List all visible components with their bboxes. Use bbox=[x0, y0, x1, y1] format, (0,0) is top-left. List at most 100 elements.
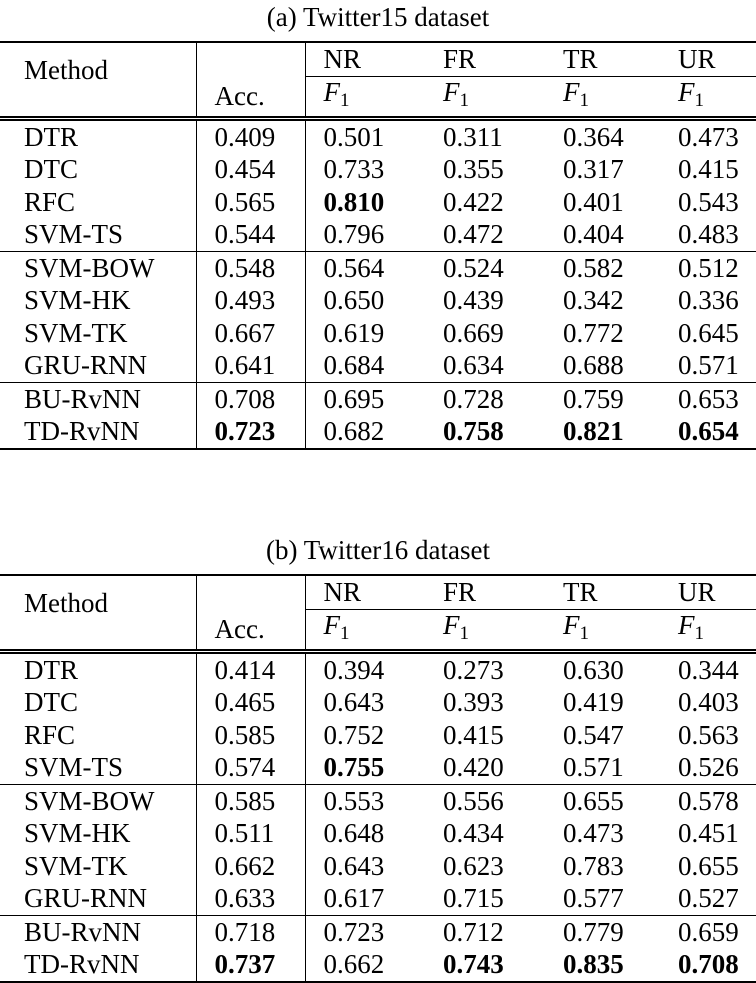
f1-cell-tr: 0.577 bbox=[545, 882, 660, 916]
value: 0.403 bbox=[678, 687, 739, 718]
subheader-row: Acc. F1 F1 F1 F1 bbox=[0, 76, 756, 121]
f1-cell-nr: 0.619 bbox=[305, 317, 425, 350]
value: 0.582 bbox=[563, 252, 624, 283]
value: 0.577 bbox=[563, 883, 624, 914]
accuracy-cell: 0.723 bbox=[196, 415, 306, 450]
f1-cell-tr: 0.547 bbox=[545, 719, 660, 752]
metric-subscript: 1 bbox=[459, 622, 470, 644]
value: 0.643 bbox=[323, 850, 385, 881]
value: 0.563 bbox=[678, 719, 739, 750]
f1-cell-tr: 0.571 bbox=[545, 751, 660, 785]
value: 0.454 bbox=[214, 154, 276, 185]
value: 0.712 bbox=[443, 916, 504, 947]
value: 0.439 bbox=[443, 285, 504, 316]
value: 0.342 bbox=[563, 285, 624, 316]
value: 0.483 bbox=[678, 219, 739, 250]
f1-cell-tr: 0.835 bbox=[545, 948, 660, 983]
metric-subscript: 1 bbox=[340, 622, 350, 644]
class-header-fr: FR bbox=[425, 574, 545, 610]
value: 0.695 bbox=[323, 383, 385, 414]
f1-cell-tr: 0.783 bbox=[545, 850, 660, 883]
f1-cell-fr: 0.623 bbox=[425, 850, 545, 883]
value: 0.578 bbox=[678, 785, 739, 816]
value: 0.526 bbox=[678, 752, 739, 783]
method-cell: SVM-BOW bbox=[0, 251, 197, 284]
value: 0.527 bbox=[678, 883, 739, 914]
f1-cell-ur: 0.483 bbox=[660, 218, 756, 252]
value: 0.393 bbox=[443, 687, 504, 718]
value: 0.564 bbox=[323, 252, 385, 283]
accuracy-cell: 0.493 bbox=[196, 284, 306, 317]
class-header-nr: NR bbox=[305, 41, 425, 77]
f1-cell-nr: 0.650 bbox=[305, 284, 425, 317]
f1-cell-fr: 0.311 bbox=[425, 118, 545, 153]
f1-cell-nr: 0.501 bbox=[305, 118, 425, 153]
f1-cell-ur: 0.659 bbox=[660, 915, 756, 948]
value: 0.364 bbox=[563, 121, 624, 152]
f1-cell-nr: 0.695 bbox=[305, 382, 425, 415]
accuracy-cell: 0.565 bbox=[196, 185, 306, 218]
value: 0.662 bbox=[323, 949, 385, 980]
method-header: Method bbox=[0, 41, 197, 121]
value: 0.688 bbox=[563, 350, 624, 381]
value: 0.585 bbox=[214, 785, 276, 816]
accuracy-cell: 0.465 bbox=[196, 686, 306, 719]
value: 0.619 bbox=[323, 317, 385, 348]
table-row: RFC 0.585 0.752 0.415 0.547 0.563 bbox=[0, 718, 756, 752]
metric-symbol: F bbox=[678, 76, 695, 107]
accuracy-cell: 0.667 bbox=[196, 316, 306, 349]
value: 0.728 bbox=[443, 383, 504, 414]
accuracy-cell: 0.737 bbox=[196, 948, 306, 983]
accuracy-cell: 0.633 bbox=[196, 882, 306, 916]
f1-cell-ur: 0.645 bbox=[660, 317, 756, 350]
method-cell: BU-RvNN bbox=[0, 915, 197, 948]
value: 0.401 bbox=[563, 186, 624, 217]
f1-cell-tr: 0.404 bbox=[545, 218, 660, 252]
f1-cell-fr: 0.422 bbox=[425, 186, 545, 219]
f1-cell-fr: 0.715 bbox=[425, 882, 545, 916]
f1-cell-tr: 0.473 bbox=[545, 817, 660, 850]
f1-cell-nr: 0.723 bbox=[305, 915, 425, 948]
value: 0.465 bbox=[214, 687, 276, 718]
value: 0.415 bbox=[678, 154, 739, 185]
table-row: SVM-BOW 0.585 0.553 0.556 0.655 0.578 bbox=[0, 784, 756, 817]
f1-cell-ur: 0.526 bbox=[660, 751, 756, 785]
value: 0.422 bbox=[443, 186, 504, 217]
table-b-caption: (b) Twitter16 dataset bbox=[265, 535, 491, 565]
method-cell: GRU-RNN bbox=[0, 349, 197, 383]
value: 0.434 bbox=[443, 818, 504, 849]
acc-header-blank bbox=[196, 574, 306, 609]
f1-header: F1 bbox=[425, 609, 545, 654]
value: 0.585 bbox=[214, 719, 276, 750]
method-header: Method bbox=[0, 574, 197, 654]
table-row: SVM-TK 0.667 0.619 0.669 0.772 0.645 bbox=[0, 316, 756, 350]
f1-cell-fr: 0.743 bbox=[425, 948, 545, 983]
value: 0.472 bbox=[443, 219, 504, 250]
f1-cell-ur: 0.655 bbox=[660, 850, 756, 883]
acc-header: Acc. bbox=[196, 609, 306, 654]
f1-cell-ur: 0.708 bbox=[660, 948, 756, 983]
class-header-ur: UR bbox=[660, 41, 756, 77]
table-row: SVM-TS 0.544 0.796 0.472 0.404 0.483 bbox=[0, 218, 756, 252]
method-cell: SVM-BOW bbox=[0, 784, 197, 817]
table-row: SVM-TK 0.662 0.643 0.623 0.783 0.655 bbox=[0, 849, 756, 883]
accuracy-cell: 0.708 bbox=[196, 382, 306, 415]
method-cell: TD-RvNN bbox=[0, 948, 197, 983]
value: 0.718 bbox=[214, 916, 276, 947]
value: 0.404 bbox=[563, 219, 624, 250]
table-row: DTC 0.454 0.733 0.355 0.317 0.415 bbox=[0, 153, 756, 186]
f1-cell-nr: 0.553 bbox=[305, 784, 425, 817]
value: 0.783 bbox=[563, 850, 624, 881]
f1-cell-nr: 0.752 bbox=[305, 719, 425, 752]
f1-header: F1 bbox=[660, 609, 756, 654]
f1-cell-tr: 0.401 bbox=[545, 186, 660, 219]
metric-subscript: 1 bbox=[459, 89, 470, 111]
class-header-fr: FR bbox=[425, 41, 545, 77]
value: 0.650 bbox=[323, 285, 385, 316]
value: 0.733 bbox=[323, 154, 385, 185]
f1-cell-tr: 0.688 bbox=[545, 349, 660, 383]
f1-cell-fr: 0.728 bbox=[425, 382, 545, 415]
value: 0.723 bbox=[323, 916, 385, 947]
best-value: 0.743 bbox=[443, 949, 504, 980]
f1-cell-nr: 0.810 bbox=[305, 186, 425, 219]
